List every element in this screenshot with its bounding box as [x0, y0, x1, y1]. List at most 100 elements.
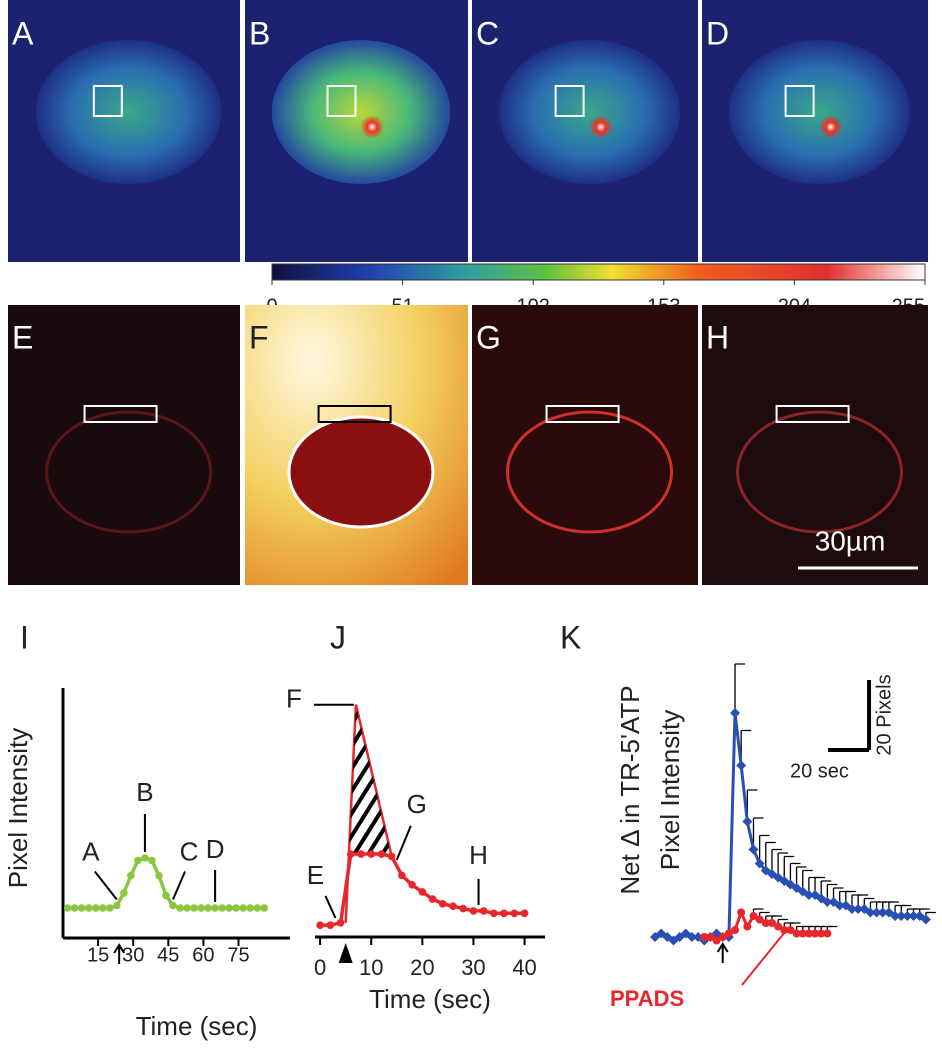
cell: [499, 40, 680, 184]
panel-label: C: [476, 15, 499, 51]
annotation-label: H: [469, 840, 488, 870]
point: [84, 904, 93, 912]
series-label: PPADS: [610, 986, 684, 1011]
charts: I Pixel Intensity 15 30 45 60 75 Time (sec) A BC D…: [3, 619, 936, 1041]
panel-bg: [8, 305, 240, 585]
roi-box: [326, 85, 357, 117]
annotation-line: [395, 825, 412, 861]
point: [890, 911, 901, 921]
panel-label: J: [330, 619, 346, 655]
point: [510, 909, 519, 918]
point: [834, 900, 845, 911]
panel-label: D: [706, 15, 729, 51]
annotation-label: B: [136, 777, 153, 807]
point: [479, 907, 488, 915]
point: [700, 933, 709, 941]
point: [148, 856, 156, 865]
panel-label: F: [249, 319, 269, 355]
error-bar: [740, 729, 752, 766]
x-tick-label: 60: [192, 944, 214, 966]
point: [804, 929, 813, 938]
micrograph: F: [245, 305, 468, 585]
panel-label: I: [20, 619, 29, 655]
point: [134, 856, 142, 865]
point: [706, 933, 715, 941]
error-bar: [765, 841, 776, 871]
micrograph: A: [8, 0, 240, 262]
hatch-line: [236, 705, 336, 865]
point: [520, 909, 529, 918]
micrograph: D: [702, 0, 928, 262]
point: [316, 921, 324, 929]
annotation-label: A: [82, 836, 100, 866]
annotation-label: F: [286, 684, 302, 714]
point: [398, 871, 406, 880]
x-tick-label: 45: [157, 944, 179, 966]
point: [490, 909, 498, 918]
micrograph: E: [8, 305, 240, 585]
cell: [35, 40, 222, 184]
point: [155, 871, 163, 880]
panel-label: A: [12, 15, 34, 51]
roi-box: [83, 405, 158, 423]
point: [853, 904, 864, 914]
point: [817, 929, 826, 938]
point: [846, 904, 857, 914]
point: [70, 904, 79, 912]
point: [792, 929, 801, 938]
hatch-line: [373, 704, 392, 866]
panel-bg: [472, 305, 698, 585]
point: [743, 922, 752, 931]
hotspot: [588, 115, 613, 139]
annotation-line: [324, 895, 337, 919]
point: [877, 907, 888, 918]
point: [204, 904, 212, 912]
point: [749, 912, 758, 920]
point: [730, 708, 741, 718]
point: [225, 904, 233, 912]
cell: [271, 40, 451, 184]
cell-membrane: [506, 410, 674, 534]
point: [387, 852, 396, 861]
micrograph: H: [702, 305, 928, 585]
roi-box: [317, 405, 392, 423]
stimulus-marker: [338, 943, 353, 963]
roi-box: [784, 85, 815, 117]
annotation-label: C: [180, 836, 199, 866]
point: [774, 922, 783, 931]
cell: [729, 40, 910, 184]
x-axis-label: Time (sec): [369, 984, 491, 1014]
x-tick-label: 75: [227, 944, 249, 966]
point: [803, 890, 814, 900]
point: [865, 907, 876, 918]
point: [908, 911, 919, 921]
series-label-pointer: [741, 931, 786, 986]
hatch: [236, 704, 392, 866]
point: [113, 901, 121, 910]
x-axis-label: Time (sec): [136, 1011, 258, 1041]
roi-box: [554, 85, 585, 117]
point: [500, 909, 508, 918]
error-bar: [752, 817, 764, 850]
annotation-label: D: [206, 834, 225, 864]
point: [218, 904, 226, 912]
cell-membrane: [736, 410, 904, 534]
point: [736, 760, 747, 771]
point: [336, 918, 345, 927]
stimulus-marker: [716, 942, 729, 963]
point: [920, 914, 931, 925]
image-panels: ABCD051102153204255EFGH30µm: [8, 0, 928, 585]
point: [77, 904, 86, 912]
error-bar: [783, 855, 795, 881]
scale-bar-x-label: 20 sec: [790, 760, 849, 782]
scale-bar-label: 30µm: [815, 525, 886, 556]
point: [712, 936, 721, 945]
point: [686, 932, 697, 942]
point: [127, 871, 135, 880]
hatch-line: [359, 704, 392, 866]
x-tick-label: 30: [461, 955, 485, 980]
point: [469, 907, 478, 915]
point: [162, 891, 170, 900]
x-tick-label: 40: [512, 955, 536, 980]
